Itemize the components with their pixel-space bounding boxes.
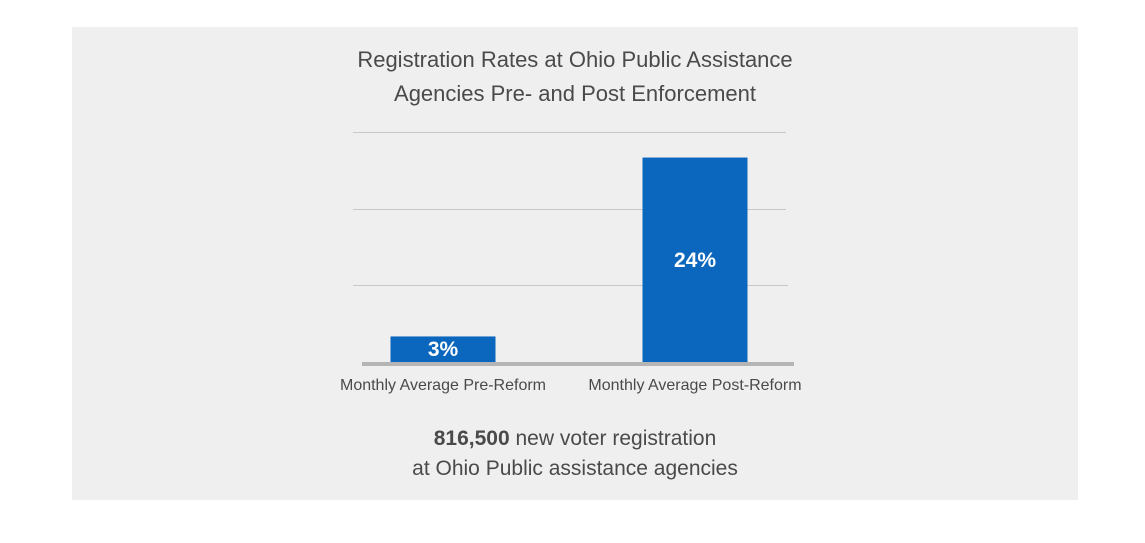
bar-value-labels: 3% 24% [428,249,717,361]
x-axis-baseline [362,362,794,366]
summary-text: 816,500 new voter registration at Ohio P… [72,424,1078,484]
summary-line-2: at Ohio Public assistance agencies [412,457,738,480]
chart-title: Registration Rates at Ohio Public Assist… [72,43,1078,111]
chart-panel: Registration Rates at Ohio Public Assist… [72,27,1078,500]
bar [642,157,748,362]
bars [390,157,748,362]
bar-value-label: 3% [428,338,459,361]
chart-title-line-1: Registration Rates at Ohio Public Assist… [357,47,793,72]
summary-line-1-text: new voter registration [509,427,717,450]
summary-line-1: 816,500 new voter registration [72,424,1078,454]
category-label: Monthly Average Post-Reform [588,377,801,394]
baseline [362,362,794,366]
category-label: Monthly Average Pre-Reform [340,377,546,394]
summary-highlight-number: 816,500 [433,427,510,450]
chart-title-line-2: Agencies Pre- and Post Enforcement [394,81,756,106]
bar-value-label: 24% [674,249,716,272]
bar [390,336,496,362]
bar-chart: 3%24% Monthly Average Pre-Reform Monthly … [340,132,802,394]
category-labels: Monthly Average Pre-Reform Monthly Averag… [340,377,802,394]
